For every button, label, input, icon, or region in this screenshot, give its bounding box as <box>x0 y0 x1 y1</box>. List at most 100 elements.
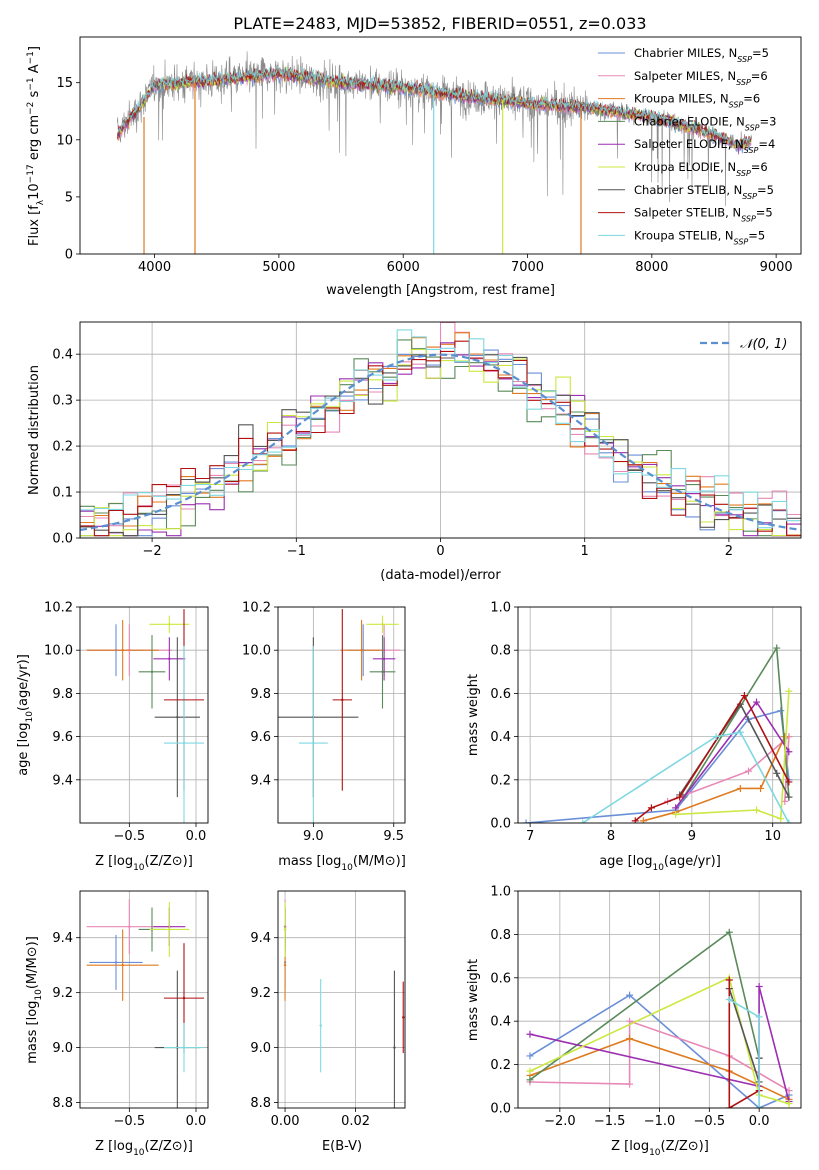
x-axis-label: Z [log10(Z/Z⊙)] <box>95 854 193 873</box>
weight-marker <box>526 1052 534 1060</box>
weight-marker <box>639 817 647 823</box>
x-tick-label: 10 <box>764 829 781 844</box>
y-tick-label: 0.4 <box>52 348 73 363</box>
histogram-kroupa-elodie <box>80 348 801 538</box>
x-axis-label: (data-model)/error <box>380 568 501 583</box>
x-tick-label: −0.5 <box>694 1114 726 1129</box>
weight-marker <box>785 778 793 786</box>
x-axis-label-text: age [log <box>599 854 652 869</box>
x-tick-label: 5000 <box>262 260 295 275</box>
weight-line-chabrier-miles <box>529 994 790 1108</box>
y-tick-label: 10.2 <box>242 601 271 616</box>
data-point <box>402 1016 405 1019</box>
data-point <box>381 623 384 626</box>
y-tick-label: 1.0 <box>490 885 511 900</box>
x-tick-label: 0.0 <box>186 829 207 844</box>
data-point <box>121 649 124 652</box>
y-tick-label: 9.0 <box>250 1041 271 1056</box>
y-axis-label-part: ] <box>27 46 42 51</box>
axes-frame <box>79 890 209 1109</box>
x-axis-label: E(B-V) <box>322 1139 362 1154</box>
weight-marker <box>773 769 781 777</box>
data-point <box>128 925 131 928</box>
weight-marker <box>526 1030 534 1038</box>
weight-marker <box>785 819 793 823</box>
x-tick-label: 7 <box>526 829 534 844</box>
y-tick-label: 0.4 <box>490 730 511 745</box>
y-tick-label: 10.0 <box>242 644 271 659</box>
x-tick-label: −2.0 <box>544 1114 576 1129</box>
mass_vs_ebv-panel: 0.00 0.02 8.8 9.0 9.2 9.4 E(B-V) <box>250 890 406 1154</box>
x-axis-label-text: Z [log <box>95 1139 133 1154</box>
y-tick-label: 0.0 <box>490 1102 511 1117</box>
y-tick-label: 9.4 <box>52 773 73 788</box>
x-tick-label: 1 <box>581 544 589 559</box>
weight-marker <box>725 1104 733 1108</box>
y-axis-label: age [log10(age/yr)] <box>16 654 35 776</box>
weight-marker <box>626 1080 634 1088</box>
y-tick-label: 10.2 <box>44 601 73 616</box>
x-tick-label: 6000 <box>387 260 420 275</box>
y-tick-label: 9.8 <box>250 687 271 702</box>
weight-marker <box>744 767 752 775</box>
data-point <box>168 928 171 931</box>
mass_vs_Z-panel: −0.5 0.0 8.8 9.0 9.2 9.4 Z [log10(Z/Z⊙)] mass [… <box>25 890 209 1158</box>
y-tick-label: 9.2 <box>52 986 73 1001</box>
x-tick-label: 9 <box>688 829 696 844</box>
age_vs_Z-panel: −0.5 0.0 9.4 9.6 9.8 10.0 10.2 Z [log10(Z/Z⊙)] a… <box>16 601 209 873</box>
y-axis-label: mass weight <box>466 959 481 1041</box>
x-tick-label: −1.5 <box>594 1114 626 1129</box>
y-tick-label: 0.8 <box>490 928 511 943</box>
mass_vs_Z-plot-area <box>86 899 204 1108</box>
axes-frame <box>517 606 802 824</box>
axes-frame <box>517 890 802 1109</box>
x-axis-label: Z [log10(Z/Z⊙)] <box>95 1139 193 1158</box>
x-axis-label-text: mass [log <box>278 854 341 869</box>
y-tick-label: 0.0 <box>52 532 73 547</box>
legend-entry: Kroupa STELIB, NSSP=5 <box>634 228 765 246</box>
weight-marker <box>755 1013 763 1021</box>
y-axis-label: mass [log10(M/M⊙)] <box>25 936 44 1064</box>
y-tick-label: 0 <box>65 248 73 263</box>
weight-marker <box>753 698 761 706</box>
y-axis-label-text: age [log <box>16 723 31 776</box>
spectrum-plot-area <box>116 51 752 254</box>
y-tick-label: 1.0 <box>490 601 511 616</box>
y-axis-label-part: s <box>27 90 42 101</box>
data-point <box>341 698 344 702</box>
axes-frame <box>79 606 209 824</box>
y-tick-label: 9.4 <box>250 773 271 788</box>
age_vs_mass-plot-area <box>278 609 401 823</box>
spectrum-legend: Chabrier MILES, NSSP=5 Salpeter MILES, NS… <box>598 46 776 246</box>
weight-marker <box>526 1067 534 1075</box>
y-tick-label: 9.6 <box>250 730 271 745</box>
legend-entry: Kroupa MILES, NSSP=6 <box>634 92 760 110</box>
weight-line-kroupa-stelib <box>582 731 790 823</box>
data-point <box>283 963 287 967</box>
spectrum-panel: 4000 5000 6000 7000 8000 9000 0 5 10 15 wavelength… <box>26 36 802 298</box>
weight-marker <box>736 728 744 736</box>
data-point <box>360 649 363 652</box>
x-tick-label: 0.02 <box>341 1114 370 1129</box>
weight-marker <box>522 819 530 823</box>
x-axis-label: Z [log10(Z/Z⊙)] <box>611 1139 709 1158</box>
y-axis-label: mass weight <box>466 674 481 756</box>
x-tick-label: 7000 <box>511 260 544 275</box>
residual_hist-panel: −2 −1 0 1 2 0.0 0.1 0.2 0.3 0.4 (data-model)/error… <box>27 321 802 583</box>
y-axis-label-part: −1 <box>26 77 36 90</box>
axes-frame <box>277 606 406 824</box>
weight-marker <box>626 991 634 999</box>
weight-marker <box>777 707 785 715</box>
weight-marker <box>753 806 761 814</box>
x-tick-label: 9.5 <box>383 829 404 844</box>
y-tick-label: 0.2 <box>490 1058 511 1073</box>
weight-marker <box>725 928 733 936</box>
weight-marker <box>672 804 680 812</box>
y-tick-label: 0.3 <box>52 394 73 409</box>
y-axis-label-part: A <box>27 64 42 77</box>
y-tick-label: 0.6 <box>490 687 511 702</box>
y-tick-label: 0.8 <box>490 644 511 659</box>
x-tick-label: −2 <box>143 544 162 559</box>
data-point <box>150 670 154 673</box>
weight-marker <box>785 793 793 801</box>
